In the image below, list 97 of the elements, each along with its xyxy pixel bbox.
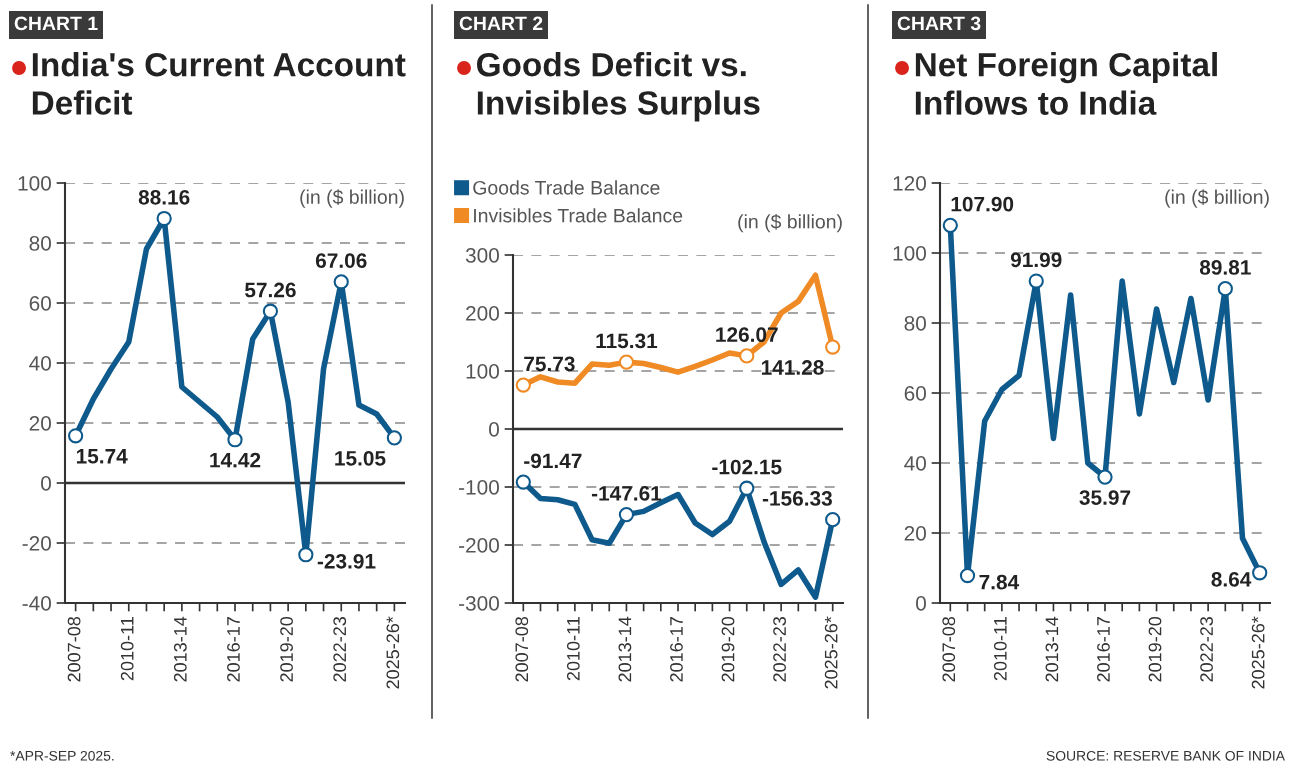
point — [739, 348, 755, 364]
legend-label: Invisibles Trade Balance — [474, 208, 683, 223]
point — [825, 512, 841, 528]
point — [298, 547, 314, 563]
annotation: (in ($ billion) — [300, 189, 404, 208]
point — [825, 339, 841, 355]
source-note: SOURCE: RESERVE BANK OF INDIA — [1046, 750, 1285, 761]
point — [227, 432, 243, 448]
annotation: (in ($ billion) — [1165, 189, 1269, 208]
y-tick-label: -300 — [459, 596, 499, 611]
point — [739, 480, 755, 496]
y-tick-label: 80 — [904, 316, 926, 331]
y-tick-label: -200 — [459, 538, 499, 553]
x-tick-label: 2019-20 — [721, 616, 735, 682]
x-tick-label: 2025-26* — [824, 616, 838, 689]
x-tick-label: 2019-20 — [280, 616, 293, 682]
data-label: 15.74 — [76, 449, 128, 464]
data-label: 8.64 — [1211, 571, 1252, 587]
chart-title: India's Current Account Deficit — [32, 52, 406, 115]
point — [1252, 565, 1268, 581]
data-label: -147.61 — [591, 486, 662, 501]
legend-label: Goods Trade Balance — [473, 180, 660, 195]
y-tick-label: 100 — [18, 176, 51, 191]
y-tick-label: -40 — [22, 596, 51, 611]
data-label: 89.81 — [1199, 260, 1251, 275]
y-tick-label: -100 — [459, 480, 499, 495]
point — [262, 303, 279, 319]
data-label: 91.99 — [1010, 252, 1062, 268]
x-tick-label: 2010-11 — [993, 617, 1007, 681]
y-tick-label: 0 — [916, 596, 926, 611]
data-label: 107.90 — [951, 196, 1014, 212]
point — [1097, 469, 1113, 485]
y-tick-label: 20 — [904, 526, 926, 541]
x-tick-label: 2025-26* — [386, 616, 400, 689]
point — [618, 506, 635, 523]
x-tick-label: 2016-17 — [670, 617, 683, 682]
y-tick-label: 40 — [904, 456, 926, 471]
point — [942, 217, 958, 233]
chart-title: Net Foreign Capital Inflows to India — [915, 52, 1217, 115]
chart-subtitle: CHART 3 — [897, 16, 981, 31]
x-tick-label: 2013-14 — [173, 616, 187, 682]
data-label: 75.73 — [524, 356, 575, 372]
point — [515, 377, 531, 393]
x-tick-label: 2019-20 — [1148, 616, 1162, 682]
point — [156, 210, 172, 227]
chart-title: Goods Deficit vs. Invisibles Surplus — [477, 52, 760, 122]
data-label: 15.05 — [335, 450, 386, 466]
data-label: 115.31 — [596, 333, 658, 349]
x-tick-label: 2010-11 — [120, 617, 134, 681]
data-label: 35.97 — [1079, 490, 1131, 505]
x-tick-label: 2025-26* — [1251, 616, 1265, 689]
data-label: -102.15 — [712, 459, 782, 475]
point — [515, 474, 531, 490]
x-tick-label: 2016-17 — [227, 617, 240, 682]
x-tick-label: 2013-14 — [618, 616, 632, 682]
x-tick-label: 2013-14 — [1045, 616, 1059, 682]
x-tick-label: 2022-23 — [773, 616, 786, 682]
data-label: 67.06 — [315, 253, 367, 268]
y-tick-label: -20 — [22, 536, 51, 551]
data-label: 7.84 — [979, 574, 1020, 590]
y-tick-label: 80 — [29, 236, 51, 251]
x-tick-label: 2022-23 — [333, 616, 347, 682]
point — [959, 567, 976, 584]
y-tick-label: 0 — [489, 422, 499, 437]
y-tick-label: 100 — [466, 364, 499, 379]
data-label: -156.33 — [762, 491, 832, 506]
text: (in ($ billion) — [738, 213, 842, 233]
x-tick-label: 2007-08 — [942, 616, 956, 682]
point — [618, 354, 635, 370]
y-tick-label: 40 — [29, 356, 51, 371]
y-tick-label: 120 — [893, 176, 926, 191]
x-tick-label: 2022-23 — [1200, 616, 1213, 682]
x-tick-label: 2010-11 — [566, 617, 580, 681]
point — [333, 274, 349, 290]
y-tick-label: 100 — [893, 246, 926, 261]
y-tick-label: 300 — [465, 248, 499, 263]
text: *APR-SEP 2025. — [10, 750, 114, 761]
data-label: 14.42 — [210, 452, 261, 468]
data-label: -91.47 — [524, 453, 582, 469]
chart-subtitle: CHART 2 — [459, 16, 543, 31]
y-tick-label: 60 — [904, 386, 926, 401]
y-tick-label: 20 — [29, 416, 51, 431]
x-tick-label: 2007-08 — [67, 616, 81, 682]
data-label: 57.26 — [244, 282, 296, 298]
point — [1217, 281, 1233, 297]
data-label: 88.16 — [138, 189, 190, 205]
y-tick-label: 0 — [41, 476, 51, 491]
point — [386, 430, 402, 446]
data-label: -23.91 — [317, 553, 376, 569]
point — [1028, 273, 1044, 289]
y-tick-label: 200 — [466, 306, 499, 321]
chart-subtitle: CHART 1 — [14, 16, 98, 31]
x-tick-label: 2007-08 — [515, 616, 529, 682]
point — [68, 428, 84, 444]
y-tick-label: 60 — [29, 296, 51, 311]
x-tick-label: 2016-17 — [1097, 617, 1110, 682]
data-label: 141.28 — [761, 360, 824, 375]
